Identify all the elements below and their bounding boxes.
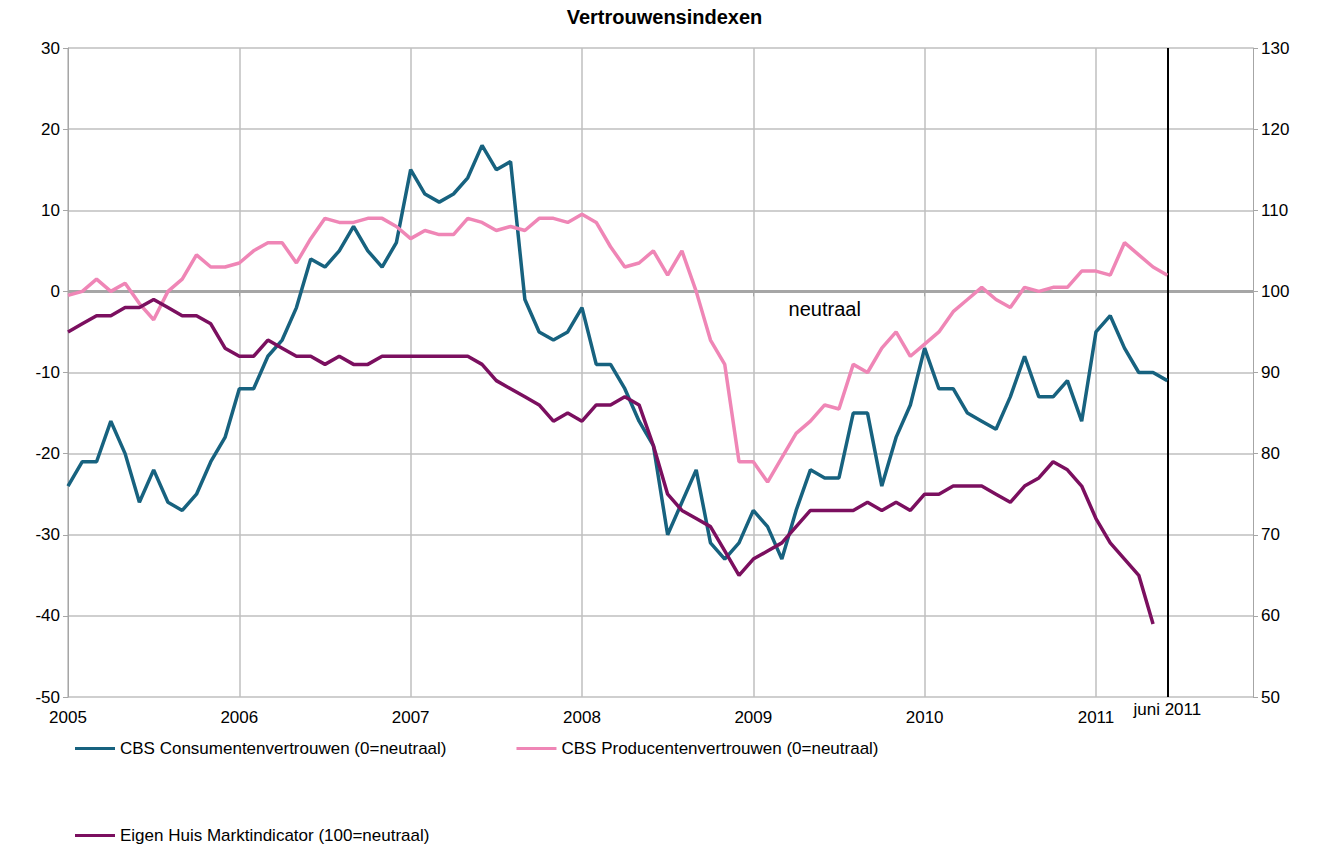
svg-text:2007: 2007 [392,708,430,727]
svg-text:110: 110 [1261,201,1288,220]
svg-text:70: 70 [1261,525,1280,544]
svg-text:neutraal: neutraal [789,298,861,320]
svg-text:2011: 2011 [1078,708,1115,727]
svg-text:-40: -40 [35,606,60,625]
svg-text:-20: -20 [35,444,60,463]
svg-text:90: 90 [1261,363,1280,382]
svg-text:60: 60 [1261,606,1280,625]
svg-text:20: 20 [41,120,60,139]
svg-text:2010: 2010 [906,708,944,727]
svg-text:10: 10 [41,201,60,220]
svg-text:100: 100 [1261,282,1289,301]
svg-text:50: 50 [1261,688,1280,707]
svg-text:130: 130 [1261,39,1289,58]
svg-text:2006: 2006 [220,708,258,727]
svg-text:-10: -10 [35,363,60,382]
svg-text:2008: 2008 [563,708,601,727]
svg-text:-30: -30 [35,525,60,544]
svg-text:2009: 2009 [734,708,772,727]
svg-text:juni 2011: juni 2011 [1132,700,1201,719]
svg-text:80: 80 [1261,444,1280,463]
svg-text:-50: -50 [35,688,60,707]
svg-text:30: 30 [41,39,60,58]
svg-text:120: 120 [1261,120,1289,139]
svg-text:CBS Producentenvertrouwen (0=n: CBS Producentenvertrouwen (0=neutraal) [561,739,878,758]
svg-text:2005: 2005 [49,708,87,727]
svg-text:Eigen Huis Marktindicator (100: Eigen Huis Marktindicator (100=neutraal) [120,826,429,845]
svg-text:CBS Consumentenvertrouwen (0=n: CBS Consumentenvertrouwen (0=neutraal) [120,739,446,758]
svg-text:0: 0 [51,282,60,301]
svg-text:Vertrouwensindexen: Vertrouwensindexen [567,6,763,28]
